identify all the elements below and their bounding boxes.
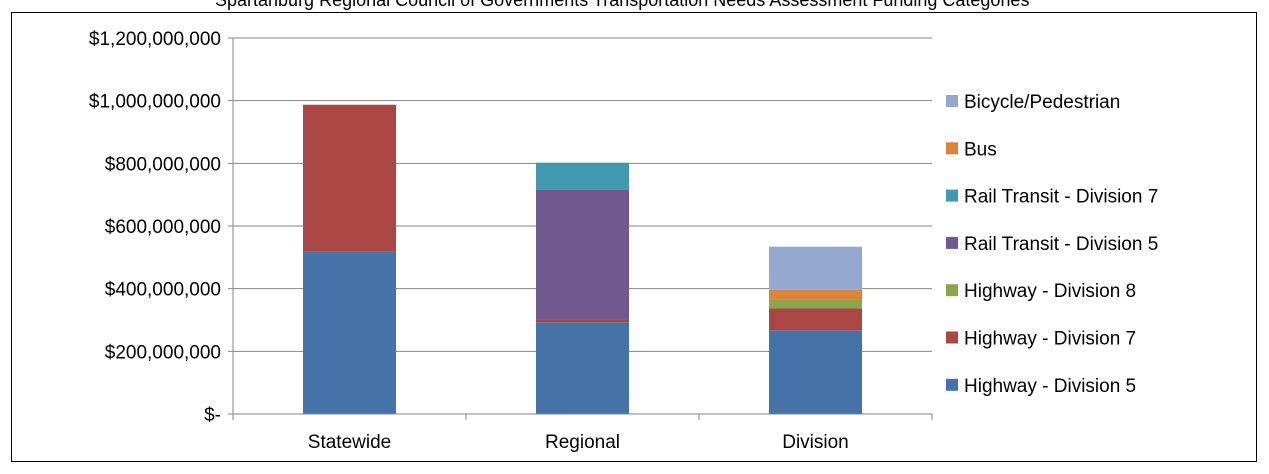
bar-segment-regional-rail-transit-division-7 <box>536 162 629 190</box>
y-tick-label: $800,000,000 <box>105 154 221 175</box>
legend-swatch <box>946 378 958 391</box>
bar-segment-regional-rail-transit-division-5 <box>536 189 629 320</box>
y-tick-label: $- <box>204 405 221 426</box>
legend-swatch <box>946 284 958 297</box>
legend-swatch <box>946 142 958 155</box>
legend-swatch <box>946 189 958 202</box>
bar-segment-statewide-highway-division-7 <box>303 104 396 252</box>
bar-segment-division-highway-division-7 <box>769 308 862 331</box>
bars <box>303 104 862 414</box>
x-axis: Statewide Regional Division <box>232 413 933 453</box>
bar-segment-division-highway-division-8 <box>769 299 862 309</box>
legend-label: Rail Transit - Division 5 <box>964 234 1158 255</box>
bar-segment-statewide-highway-division-5 <box>303 251 396 414</box>
legend-swatch <box>946 95 958 107</box>
legend-label: Highway - Division 5 <box>964 376 1136 397</box>
bar-segment-division-bus <box>769 289 862 300</box>
bar-segment-regional-highway-division-5 <box>536 322 629 414</box>
bar-segment-division-bicycle-pedestrian <box>769 246 862 290</box>
legend: Bicycle/Pedestrian Bus Rail Transit - Divi… <box>946 92 1158 397</box>
x-tick-label: Regional <box>545 432 620 453</box>
y-tick-label: $400,000,000 <box>105 280 221 301</box>
x-tick-label: Statewide <box>308 432 391 453</box>
bar-segment-regional-highway-division-7 <box>536 319 629 323</box>
legend-label: Rail Transit - Division 7 <box>964 187 1158 208</box>
legend-swatch <box>946 331 958 344</box>
legend-label: Bus <box>964 139 997 160</box>
legend-label: Bicycle/Pedestrian <box>964 92 1120 113</box>
legend-swatch <box>946 236 958 249</box>
y-axis: $- $200,000,000 $400,000,000 $600,000,000 $8… <box>89 29 234 426</box>
clipped-header-text: Spartanburg Regional Council of Governme… <box>0 0 1269 12</box>
bar-segment-division-highway-division-5 <box>769 330 862 414</box>
chart-frame <box>11 12 1257 462</box>
header-text: Spartanburg Regional Council of Governme… <box>215 0 1030 10</box>
y-tick-label: $1,200,000,000 <box>89 29 221 50</box>
y-tick-label: $600,000,000 <box>105 217 221 238</box>
x-tick-label: Division <box>782 432 849 453</box>
legend-label: Highway - Division 7 <box>964 329 1136 350</box>
y-tick-label: $200,000,000 <box>105 342 221 363</box>
y-tick-label: $1,000,000,000 <box>89 92 221 113</box>
legend-label: Highway - Division 8 <box>964 281 1136 302</box>
